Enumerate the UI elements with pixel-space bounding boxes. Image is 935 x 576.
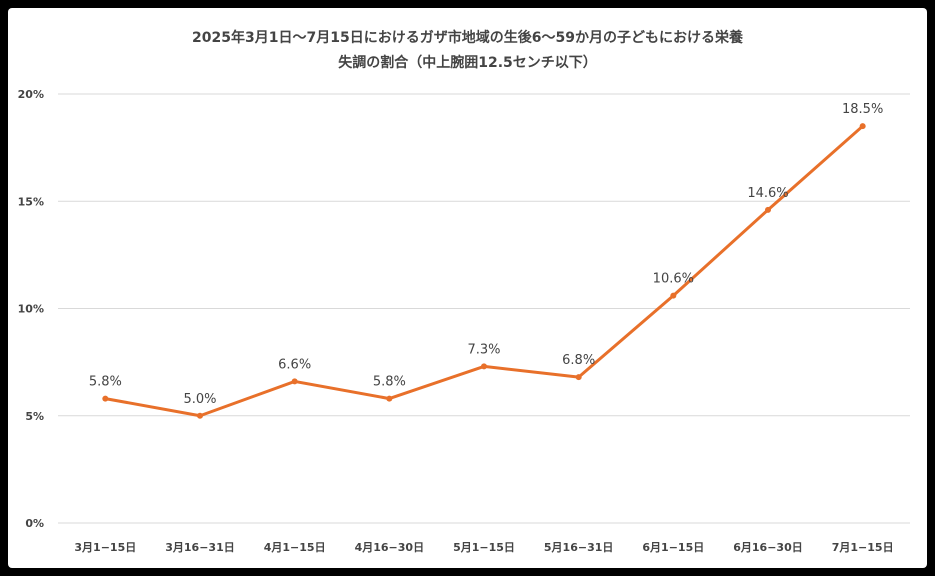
chart-title-line2: 失調の割合（中上腕囲12.5センチ以下） <box>338 55 597 71</box>
data-label: 18.5% <box>842 102 883 117</box>
data-label: 6.6% <box>278 357 311 372</box>
series-line <box>103 124 865 418</box>
data-point <box>575 374 582 381</box>
x-tick-label: 6月1−15日 <box>642 541 704 554</box>
y-tick-label: 10% <box>18 303 44 316</box>
data-label: 6.8% <box>562 353 595 368</box>
x-tick-label: 4月16−30日 <box>355 541 425 554</box>
y-tick-label: 0% <box>25 517 44 530</box>
x-tick-label: 5月16−31日 <box>544 541 614 554</box>
y-tick-label: 5% <box>25 410 44 423</box>
data-point <box>291 378 298 385</box>
x-tick-label: 6月16−30日 <box>733 541 803 554</box>
x-tick-label: 5月1−15日 <box>453 541 515 554</box>
data-label: 7.3% <box>467 342 500 357</box>
data-label: 5.8% <box>373 375 406 390</box>
chart-title: 2025年3月1日〜7月15日におけるガザ市地域の生後6〜59か月の子どもにおけ… <box>8 26 927 76</box>
data-point <box>670 292 677 299</box>
x-tick-label: 7月1−15日 <box>832 541 894 554</box>
y-tick-label: 15% <box>18 195 44 208</box>
chart-title-line1: 2025年3月1日〜7月15日におけるガザ市地域の生後6〜59か月の子どもにおけ… <box>192 30 743 46</box>
data-label: 10.6% <box>653 272 694 287</box>
data-point <box>481 363 487 370</box>
x-tick-label: 3月1−15日 <box>74 541 136 554</box>
data-label: 5.0% <box>183 392 216 407</box>
data-point <box>197 412 203 419</box>
data-point <box>386 395 393 402</box>
data-point <box>765 206 771 213</box>
data-label: 14.6% <box>747 186 788 201</box>
chart-panel: 2025年3月1日〜7月15日におけるガザ市地域の生後6〜59か月の子どもにおけ… <box>8 8 927 568</box>
x-tick-label: 3月16−31日 <box>165 541 235 554</box>
data-point <box>859 123 866 130</box>
line-chart: 0% 5% 10% 15% 20% 3月1−15日 3月16−31日 4月1−15日 4月16−… <box>18 88 910 554</box>
data-label: 5.8% <box>89 375 122 390</box>
data-point <box>102 395 109 402</box>
y-tick-label: 20% <box>18 88 44 101</box>
x-tick-label: 4月1−15日 <box>264 541 326 554</box>
